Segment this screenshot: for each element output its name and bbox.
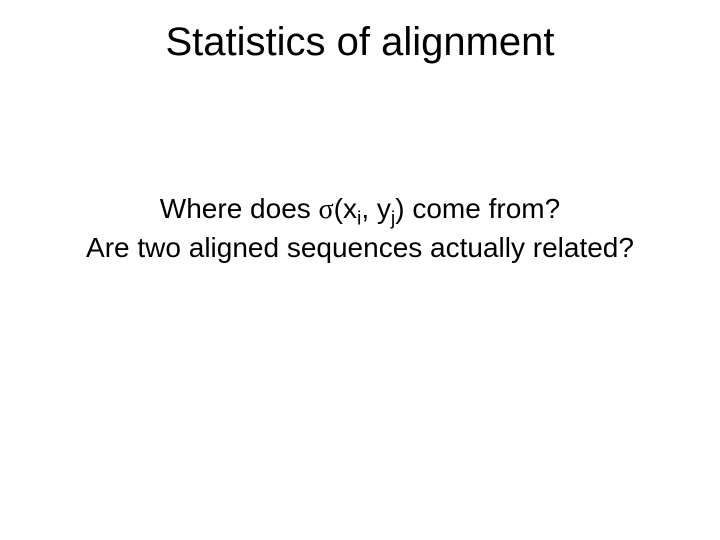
slide: Statistics of alignment Where does σ(xi,…	[0, 0, 720, 540]
slide-title: Statistics of alignment	[0, 20, 720, 65]
subtitle-text: ) come from?	[395, 193, 560, 224]
slide-subtitle: Where does σ(xi, yj) come from? Are two …	[0, 190, 720, 267]
subtitle-text: (x	[334, 193, 357, 224]
subtitle-text: , y	[361, 193, 391, 224]
subtitle-text: Where does	[160, 193, 319, 224]
subtitle-line1: Where does σ(xi, yj) come from?	[160, 193, 560, 224]
sigma-symbol: σ	[319, 194, 334, 225]
subtitle-line2: Are two aligned sequences actually relat…	[86, 232, 634, 263]
